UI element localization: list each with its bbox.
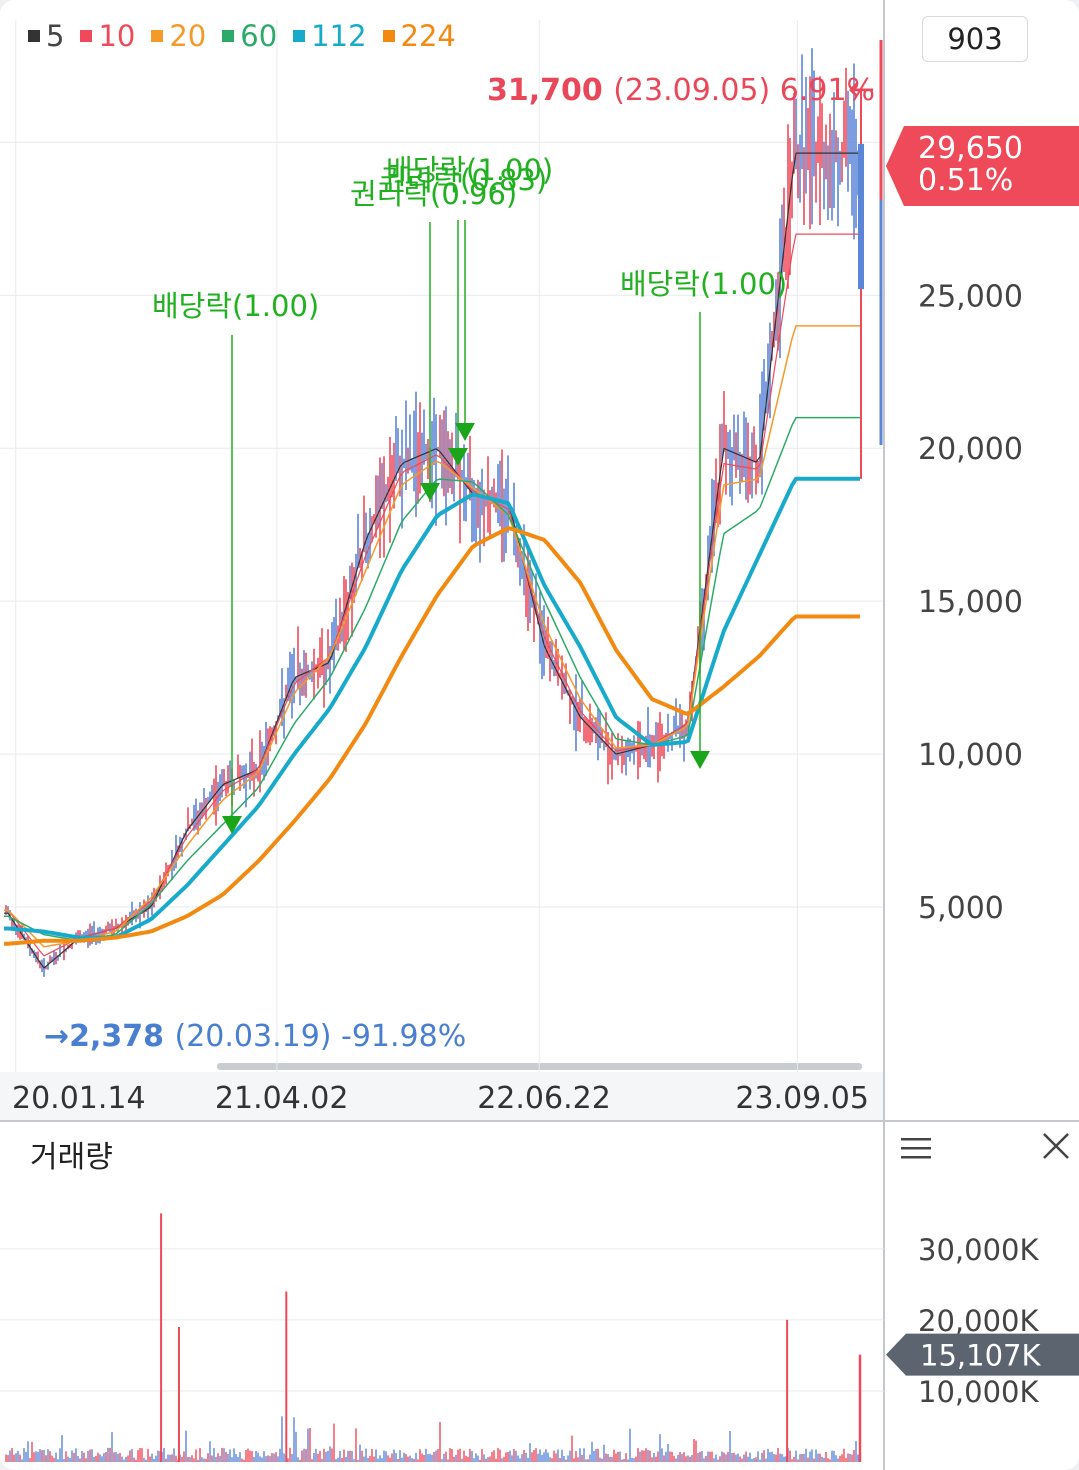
event-marker-triangle[interactable] <box>222 816 242 834</box>
zoom-level-box[interactable]: 903 <box>922 16 1028 62</box>
y-tick-label: 10,000 <box>918 738 1023 773</box>
legend-swatch <box>382 30 395 42</box>
high-price-value: 31,700 <box>487 73 613 108</box>
ma5-line <box>4 152 860 969</box>
event-markers: 배당락(1.00)권리락(0.96)권리락(0.83)배당락(1.00)배당락(… <box>152 153 787 834</box>
legend-swatch <box>80 30 93 42</box>
x-tick-label: 21.04.02 <box>215 1081 349 1116</box>
x-tick-label: 23.09.05 <box>735 1081 869 1116</box>
x-tick-label: 20.01.14 <box>12 1081 146 1116</box>
event-label: 배당락(1.00) <box>386 153 553 187</box>
current-price-tag <box>886 126 1079 206</box>
ma10-line <box>4 233 860 957</box>
event-marker-triangle[interactable] <box>448 448 468 466</box>
legend-item-ma5[interactable]: 5 <box>28 19 64 53</box>
close-x-icon[interactable] <box>1034 1124 1078 1168</box>
y-tick-label: 25,000 <box>918 279 1023 314</box>
y-tick-label: 5,000 <box>918 891 1004 926</box>
current-volume-value: 15,107K <box>920 1339 1041 1373</box>
legend-item-ma224[interactable]: 224 <box>382 19 456 53</box>
low-price-detail: (20.03.19) -91.98% <box>174 1019 466 1054</box>
y-tick-label: 20,000 <box>918 432 1023 467</box>
volume-bars <box>5 1213 862 1462</box>
high-price-detail: (23.09.05) 6.91% <box>613 73 875 108</box>
legend-swatch <box>293 30 306 42</box>
hamburger-menu-icon[interactable] <box>894 1126 938 1170</box>
event-marker-triangle[interactable] <box>690 751 710 769</box>
x-tick-label: 22.06.22 <box>477 1081 611 1116</box>
legend-item-ma112[interactable]: 112 <box>293 19 367 53</box>
legend-label: 60 <box>240 19 278 53</box>
event-label: 권리락(0.96) <box>350 177 517 211</box>
volume-panel-title: 거래량 <box>30 1140 113 1175</box>
legend-label: 10 <box>98 19 136 53</box>
low-price-value: 2,378 <box>69 1019 174 1054</box>
volume-chart[interactable]: 10,000K 20,000K 30,000K 15,107K <box>0 1122 1079 1470</box>
low-price-annotation: →2,378 (20.03.19) -91.98% <box>44 1019 466 1054</box>
event-label: 배당락(1.00) <box>152 289 319 323</box>
ma224-line <box>4 526 860 946</box>
volume-y-tick-label: 20,000K <box>918 1304 1039 1338</box>
y-tick-label: 15,000 <box>918 585 1023 620</box>
zoom-level-value: 903 <box>947 22 1003 56</box>
current-price-change: 0.51% <box>918 163 1013 198</box>
current-volume-tag <box>886 1333 1079 1376</box>
legend-label: 224 <box>400 19 456 53</box>
low-arrow-icon: → <box>44 1019 69 1054</box>
legend-item-ma60[interactable]: 60 <box>222 19 277 53</box>
legend-label: 112 <box>311 19 367 53</box>
hamburger-menu-icon-graphic <box>901 1138 931 1159</box>
event-label: 배당락(1.00) <box>620 267 787 301</box>
legend-label: 20 <box>169 19 207 53</box>
event-marker-triangle[interactable] <box>420 483 440 501</box>
high-arrow-icon: ← <box>848 70 875 108</box>
price-chart[interactable]: 5,000 10,000 15,000 20,000 25,000 20.01.14 21.… <box>0 0 1079 1122</box>
event-marker-triangle[interactable] <box>455 423 475 441</box>
legend-swatch <box>151 30 164 42</box>
volume-y-tick-label: 10,000K <box>918 1375 1039 1409</box>
ma-legend: 5 10 20 60 112 224 <box>28 16 456 56</box>
ma20-line <box>4 325 860 948</box>
event-label: 권리락(0.83) <box>380 163 547 197</box>
legend-item-ma10[interactable]: 10 <box>80 19 135 53</box>
close-x-icon-graphic <box>1043 1133 1069 1159</box>
legend-swatch <box>222 30 235 42</box>
volume-y-tick-label: 30,000K <box>918 1233 1039 1267</box>
ma112-line <box>4 476 860 940</box>
current-price-value: 29,650 <box>918 131 1023 166</box>
high-price-annotation: 31,700 (23.09.05) 6.91% <box>487 73 875 108</box>
legend-swatch <box>28 30 40 42</box>
legend-item-ma20[interactable]: 20 <box>151 19 206 53</box>
legend-label: 5 <box>46 19 65 53</box>
x-axis-band <box>0 1072 884 1122</box>
last-candle-body <box>858 143 864 290</box>
